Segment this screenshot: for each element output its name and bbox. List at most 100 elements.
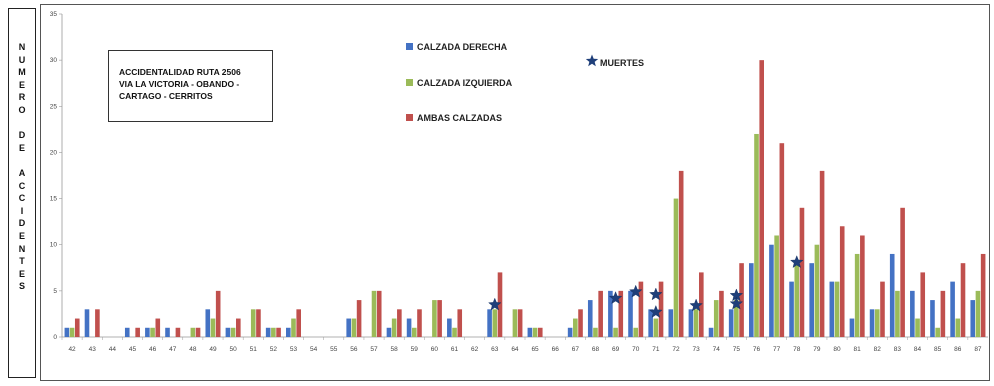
bar xyxy=(779,143,785,337)
y-axis-label-letter: C xyxy=(18,193,26,204)
death-star-marker xyxy=(689,298,703,312)
x-tick-label: 81 xyxy=(854,346,862,353)
bar xyxy=(578,309,583,337)
x-tick-label: 53 xyxy=(290,346,298,353)
y-axis-label-letter: D xyxy=(18,130,26,141)
bar xyxy=(955,318,961,337)
bar xyxy=(688,309,694,337)
x-tick-label: 43 xyxy=(89,346,97,353)
bar xyxy=(794,263,800,337)
x-tick-label: 83 xyxy=(894,346,902,353)
bar xyxy=(839,226,845,337)
x-tick-label: 86 xyxy=(954,346,962,353)
y-tick-label: 30 xyxy=(50,57,58,64)
x-tick-label: 76 xyxy=(753,346,761,353)
bar xyxy=(658,281,664,337)
bar xyxy=(527,327,533,337)
bar xyxy=(930,300,935,337)
bar xyxy=(84,309,90,337)
bar xyxy=(739,263,744,337)
bar xyxy=(215,290,221,337)
y-tick-label: 5 xyxy=(53,288,57,295)
legend-label: AMBAS CALZADAS xyxy=(417,113,502,123)
x-tick-label: 78 xyxy=(793,346,801,353)
y-tick-label: 0 xyxy=(53,334,57,341)
bar xyxy=(371,290,377,337)
bar xyxy=(406,318,412,337)
bar xyxy=(880,281,885,337)
bar xyxy=(809,263,814,337)
x-tick-label: 71 xyxy=(652,346,660,353)
y-axis-label-letter: R xyxy=(18,92,26,103)
x-tick-label: 77 xyxy=(773,346,781,353)
bar xyxy=(900,207,905,337)
x-tick-label: 44 xyxy=(109,346,117,353)
bar xyxy=(638,281,644,337)
bar xyxy=(487,309,492,337)
bar xyxy=(648,309,653,337)
bar xyxy=(452,327,457,337)
bar xyxy=(537,327,543,337)
bar xyxy=(532,327,538,337)
bar xyxy=(693,309,699,337)
death-star-marker xyxy=(790,255,804,268)
x-tick-label: 75 xyxy=(733,346,741,353)
bar xyxy=(411,327,417,337)
bar xyxy=(708,327,714,337)
x-tick-label: 57 xyxy=(370,346,378,353)
bar xyxy=(587,300,593,337)
y-axis-label-letter: A xyxy=(18,167,26,178)
bar xyxy=(849,318,855,337)
bar xyxy=(915,318,920,337)
bar xyxy=(633,327,639,337)
y-axis-label-letter: M xyxy=(18,67,26,78)
bar xyxy=(432,300,437,337)
bar xyxy=(960,263,966,337)
y-tick-label: 25 xyxy=(50,103,58,110)
x-tick-label: 46 xyxy=(149,346,157,353)
bar xyxy=(417,309,422,337)
bar xyxy=(860,235,865,337)
bar xyxy=(567,327,573,337)
bar xyxy=(668,309,674,337)
bar xyxy=(150,327,155,337)
legend-swatch xyxy=(406,43,413,50)
death-star-marker xyxy=(729,296,744,310)
bar xyxy=(74,318,80,337)
x-tick-label: 68 xyxy=(592,346,600,353)
y-tick-label: 20 xyxy=(50,149,58,156)
bar xyxy=(673,198,679,337)
bar xyxy=(64,327,70,337)
bar xyxy=(920,272,926,337)
bar xyxy=(980,253,986,337)
bar xyxy=(814,244,820,337)
x-tick-label: 42 xyxy=(68,346,76,353)
bar xyxy=(346,318,351,337)
x-tick-label: 84 xyxy=(914,346,922,353)
bar xyxy=(497,272,503,337)
y-tick-label: 10 xyxy=(50,242,58,249)
bar xyxy=(754,133,759,337)
chart-title-box: ACCIDENTALIDAD RUTA 2506 VIA LA VICTORIA… xyxy=(108,50,273,122)
bar xyxy=(889,253,895,337)
bar xyxy=(296,309,301,337)
x-tick-label: 61 xyxy=(451,346,459,353)
bar xyxy=(975,290,981,337)
bar xyxy=(678,170,684,337)
bar xyxy=(517,309,523,337)
bar xyxy=(774,235,779,337)
bar xyxy=(256,309,261,337)
bar xyxy=(834,281,840,337)
death-star-marker xyxy=(629,284,643,298)
x-tick-label: 69 xyxy=(612,346,620,353)
x-tick-label: 54 xyxy=(310,346,318,353)
bar xyxy=(175,327,181,337)
x-tick-label: 48 xyxy=(189,346,197,353)
bar xyxy=(829,281,835,337)
bar xyxy=(376,290,382,337)
bar xyxy=(190,327,196,337)
bar xyxy=(940,290,946,337)
y-axis-label-letter: T xyxy=(19,256,25,267)
